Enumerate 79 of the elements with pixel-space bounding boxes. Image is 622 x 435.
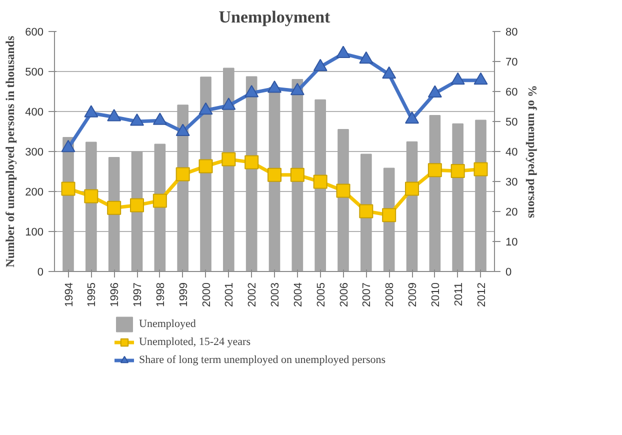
point bbox=[290, 82, 304, 96]
point bbox=[405, 182, 419, 196]
y2-tick-label: 0 bbox=[506, 266, 512, 278]
point bbox=[290, 168, 304, 182]
point bbox=[313, 174, 328, 189]
y-tick-label: 400 bbox=[25, 106, 44, 118]
x-tick-label: 1996 bbox=[109, 282, 122, 307]
y2-tick-label: 30 bbox=[506, 176, 518, 188]
legend-label: Unemployed bbox=[139, 317, 196, 332]
x-tick-label: 2001 bbox=[224, 282, 236, 307]
y-tick-label: 300 bbox=[25, 146, 44, 158]
point bbox=[198, 102, 213, 115]
point bbox=[244, 155, 259, 170]
y-tick-label: 100 bbox=[25, 226, 44, 238]
y2-axis-title: % of unemployed persons bbox=[526, 84, 540, 218]
x-tick-label: 1995 bbox=[86, 282, 98, 307]
x-tick-label: 2010 bbox=[430, 282, 442, 307]
point bbox=[313, 58, 328, 72]
point bbox=[107, 200, 122, 215]
y2-tick-label: 20 bbox=[506, 206, 518, 218]
y-tick-label: 0 bbox=[37, 266, 44, 278]
point bbox=[336, 46, 350, 58]
y2-tick-label: 60 bbox=[506, 86, 518, 98]
x-tick-label: 2003 bbox=[270, 282, 282, 307]
point bbox=[84, 105, 98, 118]
point bbox=[268, 80, 282, 93]
point bbox=[222, 152, 236, 166]
y2-tick-label: 40 bbox=[506, 146, 518, 158]
point bbox=[176, 124, 190, 136]
point bbox=[382, 66, 396, 79]
point bbox=[474, 72, 488, 85]
x-tick-label: 2004 bbox=[292, 282, 304, 307]
point bbox=[84, 189, 98, 204]
point bbox=[61, 182, 76, 196]
x-tick-label: 1994 bbox=[63, 282, 76, 307]
point bbox=[336, 184, 350, 198]
point bbox=[450, 72, 465, 85]
point bbox=[428, 163, 442, 178]
x-tick-label: 2002 bbox=[246, 282, 259, 307]
y2-tick-label: 70 bbox=[506, 56, 518, 68]
point bbox=[474, 162, 488, 176]
x-tick-label: 2005 bbox=[315, 282, 328, 307]
x-tick-label: 2011 bbox=[452, 282, 465, 306]
point bbox=[359, 51, 374, 64]
y2-tick-label: 80 bbox=[506, 26, 518, 38]
y2-tick-label: 10 bbox=[506, 236, 518, 248]
point bbox=[198, 159, 213, 174]
legend-label: Share of long term unemployed on unemployed persons bbox=[139, 353, 386, 368]
point bbox=[152, 194, 167, 208]
point bbox=[382, 208, 396, 222]
point bbox=[222, 98, 236, 110]
point bbox=[61, 140, 76, 152]
y-tick-label: 200 bbox=[25, 186, 44, 198]
point bbox=[428, 85, 442, 98]
point bbox=[268, 168, 282, 182]
y-tick-label: 600 bbox=[25, 26, 44, 38]
legend-label: Unemploted, 15-24 years bbox=[139, 335, 250, 350]
x-tick-label: 2009 bbox=[407, 282, 419, 307]
point bbox=[359, 204, 374, 218]
point bbox=[130, 198, 144, 212]
x-tick-label: 2007 bbox=[361, 282, 374, 307]
point bbox=[130, 113, 144, 126]
x-tick-label: 2008 bbox=[384, 282, 396, 307]
x-tick-label: 1998 bbox=[154, 282, 167, 307]
x-tick-label: 1997 bbox=[132, 282, 144, 307]
point bbox=[152, 112, 167, 125]
point bbox=[405, 111, 419, 124]
x-tick-label: 1999 bbox=[178, 282, 190, 307]
y-axis-title: Number of unemployed persons in thousands bbox=[3, 36, 18, 268]
point bbox=[176, 167, 190, 182]
chart-title: Unemployment bbox=[218, 8, 331, 26]
x-tick-label: 2000 bbox=[200, 282, 213, 307]
point bbox=[450, 164, 465, 178]
x-tick-label: 2006 bbox=[338, 282, 350, 307]
y-tick-label: 500 bbox=[25, 66, 44, 78]
point bbox=[107, 108, 122, 122]
point bbox=[244, 84, 259, 98]
y2-tick-label: 50 bbox=[506, 116, 518, 128]
x-tick-label: 2012 bbox=[476, 282, 488, 307]
